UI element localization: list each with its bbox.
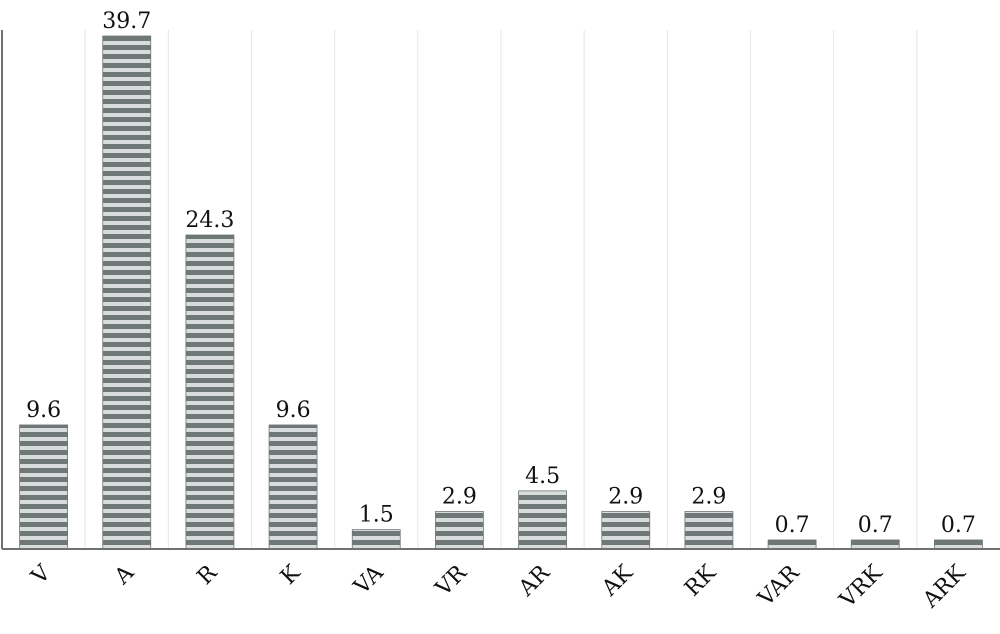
bar-ak bbox=[601, 511, 651, 550]
x-tick-label-ar: AR bbox=[513, 560, 555, 602]
bar-ark bbox=[934, 539, 983, 550]
x-tick-label-v: V bbox=[26, 560, 56, 590]
value-label-vr: 2.9 bbox=[442, 485, 477, 510]
value-label-rk: 2.9 bbox=[691, 485, 726, 510]
value-label-ark: 0.7 bbox=[941, 513, 976, 538]
bar-vrk bbox=[850, 539, 900, 550]
value-label-va: 1.5 bbox=[359, 503, 394, 528]
value-label-var: 0.7 bbox=[775, 513, 810, 538]
x-tick-label-ark: ARK bbox=[918, 560, 971, 613]
bar-vr bbox=[435, 511, 484, 550]
bar-va bbox=[351, 529, 401, 550]
x-tick-label-vr: VR bbox=[430, 560, 472, 602]
bar-r bbox=[185, 234, 235, 550]
gridlines bbox=[84, 30, 918, 549]
axes bbox=[1, 30, 1000, 550]
bar-a bbox=[102, 35, 152, 550]
x-tick-label-a: A bbox=[109, 560, 139, 590]
value-label-k: 9.6 bbox=[276, 398, 311, 423]
x-tick-label-vrk: VRK bbox=[835, 560, 888, 613]
x-tick-label-k: K bbox=[276, 560, 306, 590]
value-label-a: 39.7 bbox=[102, 9, 151, 34]
bars bbox=[19, 35, 983, 550]
x-tick-label-r: R bbox=[193, 560, 223, 590]
value-label-v: 9.6 bbox=[26, 398, 61, 423]
value-label-r: 24.3 bbox=[185, 208, 234, 233]
x-tick-labels: V A R K VA VR AR AK RK VAR VRK ARK bbox=[26, 560, 971, 614]
value-label-ar: 4.5 bbox=[525, 464, 560, 489]
x-tick-label-ak: AK bbox=[597, 560, 639, 602]
value-labels: 9.6 39.7 24.3 9.6 1.5 2.9 4.5 2.9 2.9 0.7 0.7 0.7 bbox=[26, 9, 976, 538]
bar-ar bbox=[518, 490, 567, 550]
bar-rk bbox=[684, 511, 734, 550]
bar-k bbox=[268, 424, 318, 550]
x-tick-label-va: VA bbox=[349, 560, 390, 601]
value-label-vrk: 0.7 bbox=[858, 513, 893, 538]
bar-v bbox=[19, 424, 68, 550]
bar-var bbox=[767, 539, 817, 550]
x-tick-label-var: VAR bbox=[753, 560, 806, 613]
x-tick-label-rk: RK bbox=[680, 560, 721, 601]
value-label-ak: 2.9 bbox=[608, 485, 643, 510]
